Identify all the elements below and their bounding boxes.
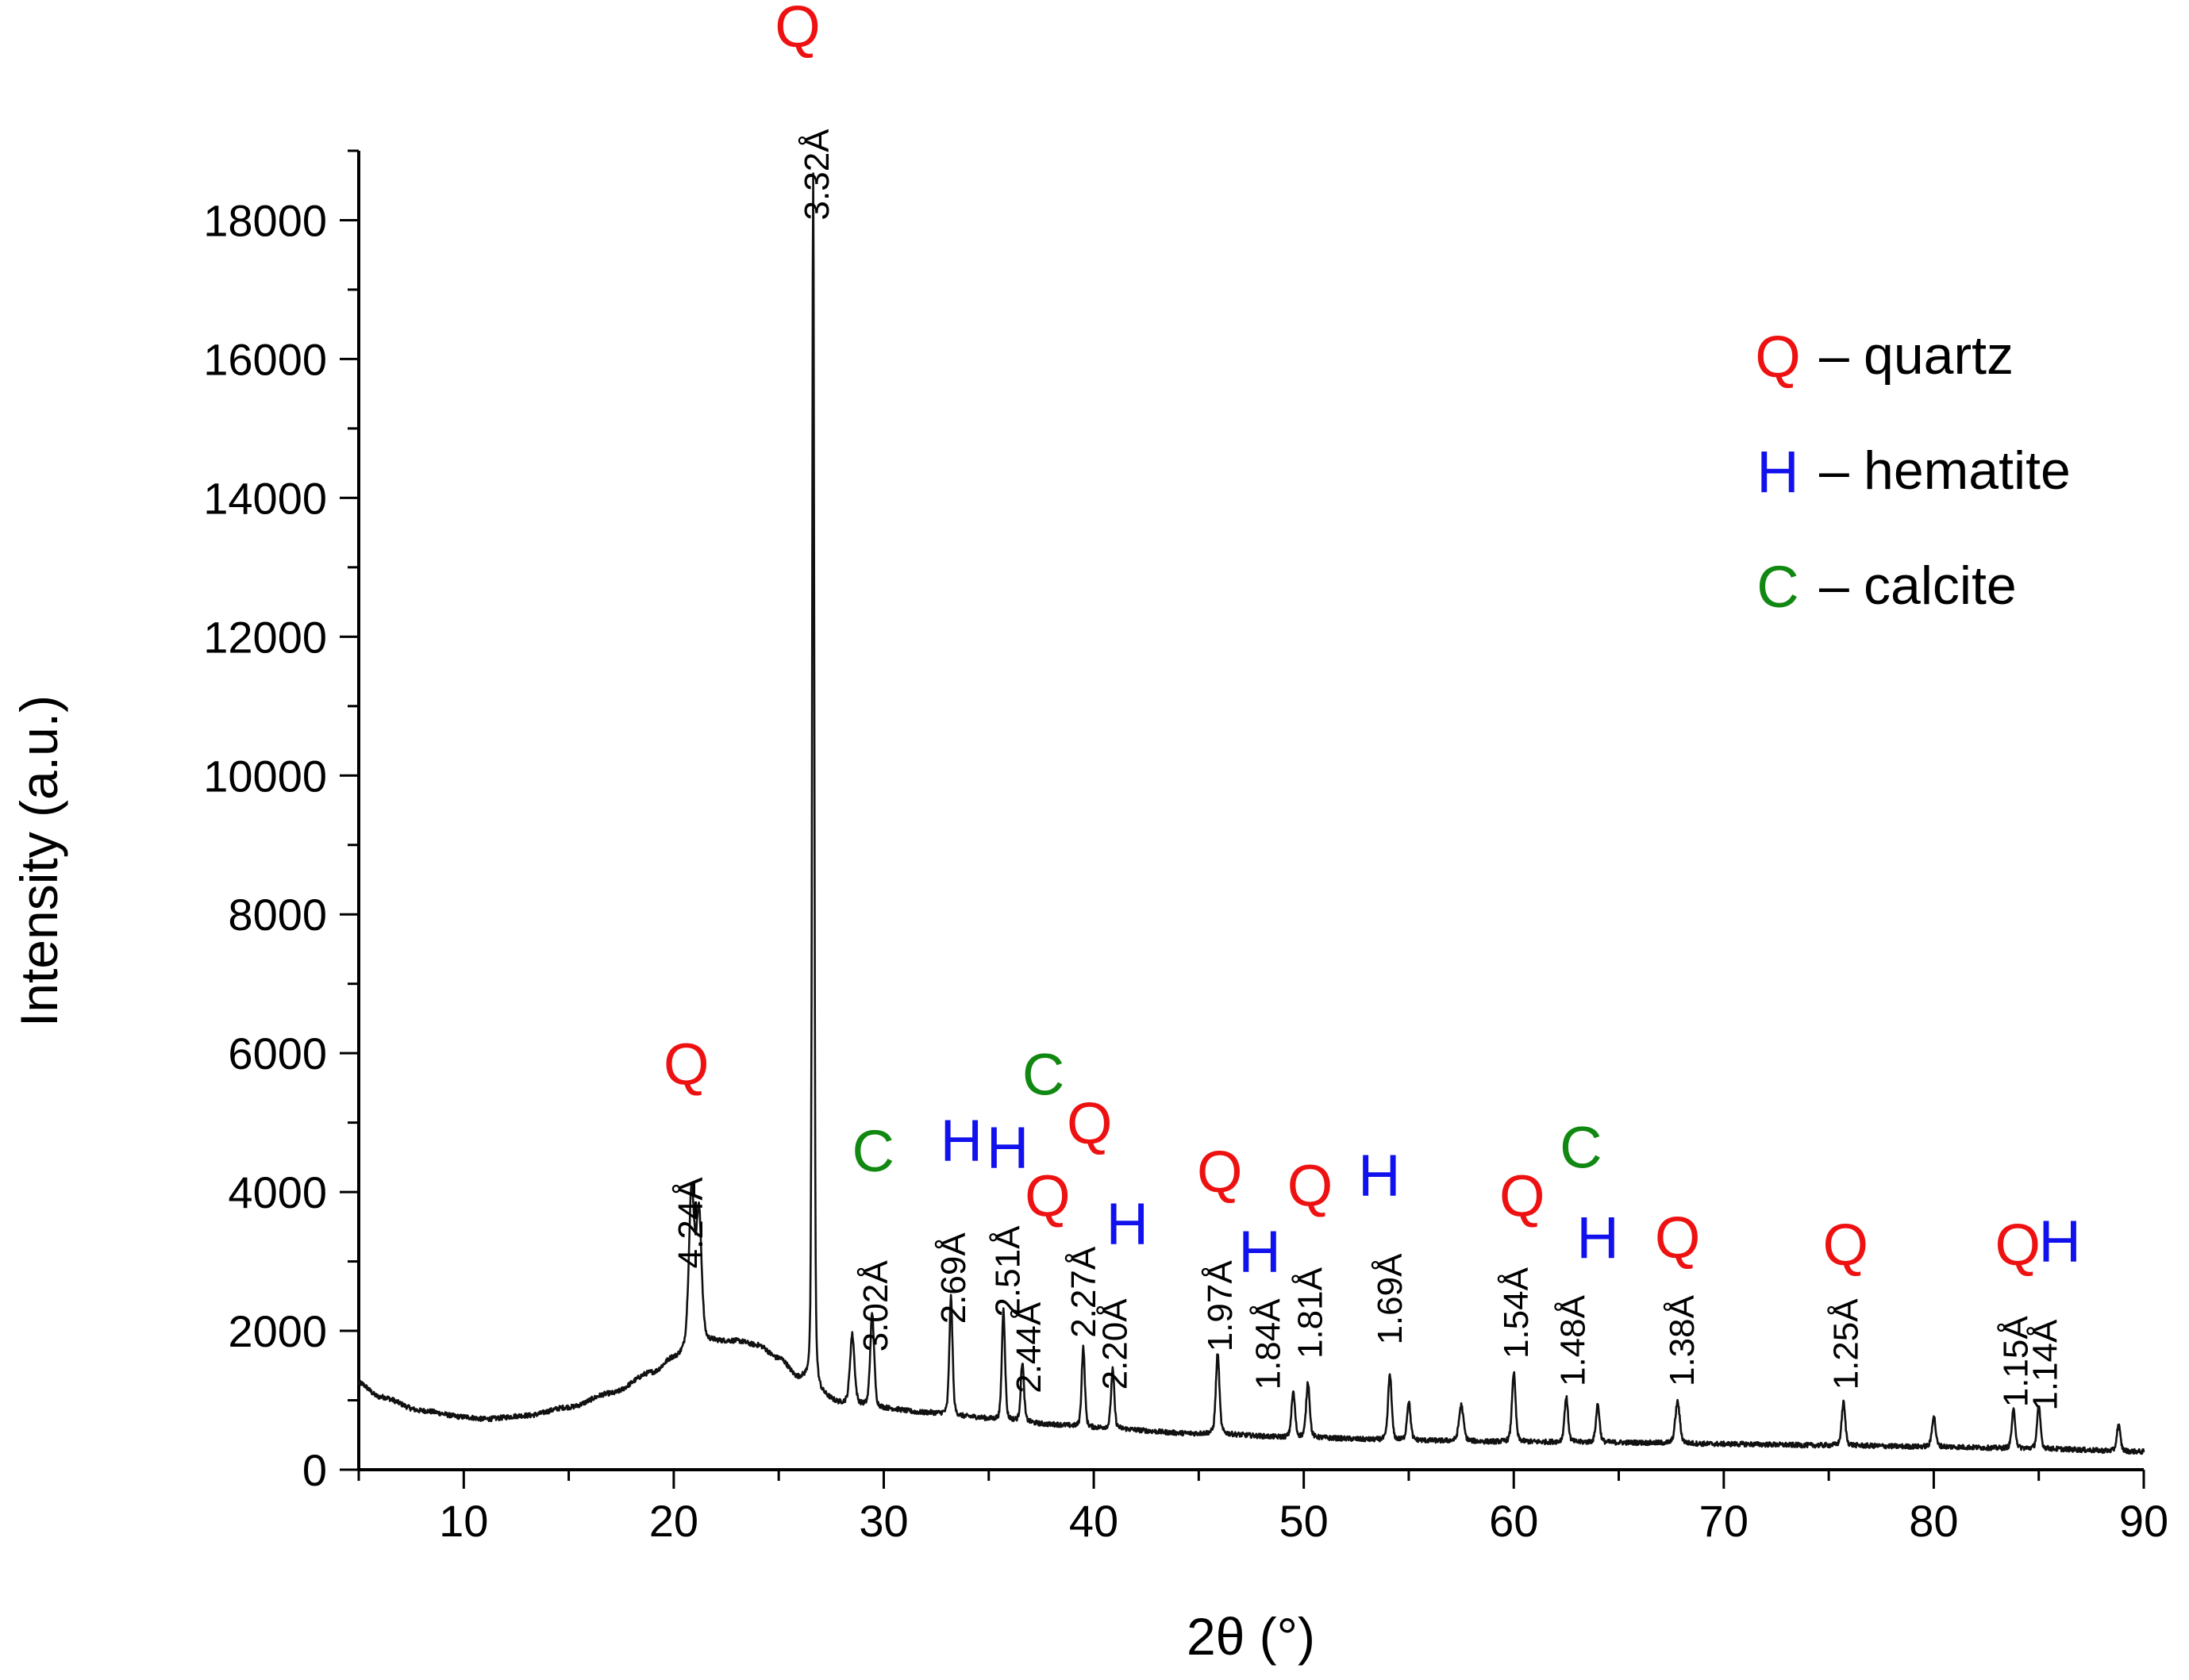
d-spacing-label: 2.69Å (934, 1232, 973, 1324)
d-spacing-label: 2.44Å (1010, 1301, 1048, 1394)
phase-marker-hematite: H (1358, 1142, 1400, 1208)
diffraction-pattern-line (357, 172, 2145, 1455)
d-spacing-label: 2.20Å (1096, 1298, 1135, 1390)
legend-label-hematite: hematite (1864, 440, 2071, 501)
d-spacing-label: 1.81Å (1291, 1267, 1330, 1359)
x-tick-label: 50 (1279, 1496, 1328, 1546)
y-tick-label: 12000 (203, 612, 327, 662)
phase-marker-quartz: Q (1025, 1163, 1071, 1229)
x-tick-label: 20 (649, 1496, 698, 1546)
d-spacing-label: 3.02Å (856, 1260, 895, 1352)
phase-marker-calcite: C (1022, 1042, 1064, 1108)
phase-marker-quartz: Q (664, 1032, 710, 1098)
x-tick-label: 10 (439, 1496, 488, 1546)
phase-marker-quartz: Q (1655, 1205, 1701, 1271)
y-tick-label: 4000 (228, 1167, 327, 1217)
d-spacing-label: 1.15Å (1997, 1316, 2036, 1408)
y-tick-label: 10000 (203, 751, 327, 801)
phase-marker-hematite: H (941, 1108, 983, 1174)
phase-marker-calcite: C (1560, 1114, 1602, 1180)
legend-dash: – (1819, 556, 1849, 616)
phase-marker-quartz: Q (1499, 1163, 1545, 1229)
axes (357, 151, 2144, 1471)
x-tick-label: 40 (1069, 1496, 1118, 1546)
legend-symbol-calcite: C (1756, 554, 1799, 620)
phase-marker-quartz: Q (1823, 1212, 1869, 1278)
y-tick-label: 18000 (203, 195, 327, 245)
d-spacing-label: 1.48Å (1553, 1294, 1592, 1386)
d-spacing-label: 1.54Å (1497, 1267, 1536, 1359)
y-axis-title: Intensity (a.u.) (10, 695, 68, 1027)
phase-marker-quartz: Q (1197, 1139, 1243, 1205)
phase-marker-hematite: H (1106, 1191, 1148, 1257)
series-group (357, 172, 2145, 1455)
phase-marker-calcite: C (852, 1118, 894, 1184)
d-spacing-label: 1.97Å (1201, 1260, 1240, 1352)
d-spacing-label: 2.27Å (1064, 1246, 1103, 1338)
d-spacing-label: 1.38Å (1663, 1294, 1702, 1386)
legend-dash: – (1819, 440, 1849, 501)
y-tick-label: 8000 (228, 890, 327, 940)
d-spacing-label: 1.14Å (2026, 1319, 2065, 1411)
d-spacing-label: 1.84Å (1249, 1298, 1288, 1390)
x-tick-label: 30 (859, 1496, 908, 1546)
phase-marker-quartz: Q (1067, 1090, 1113, 1156)
x-tick-label: 70 (1699, 1496, 1749, 1546)
d-spacing-label: 3.32Å (798, 129, 837, 221)
legend-symbol-hematite: H (1756, 439, 1799, 505)
phase-marker-hematite: H (1576, 1205, 1618, 1271)
y-tick-label: 16000 (203, 334, 327, 384)
phase-marker-quartz: Q (775, 0, 821, 60)
legend-label-calcite: calcite (1864, 556, 2017, 616)
d-spacing-label: 4.24Å (671, 1177, 710, 1269)
y-tick-label: 2000 (228, 1306, 327, 1356)
legend-label-quartz: quartz (1864, 325, 2014, 386)
d-spacing-label: 2.51Å (989, 1225, 1028, 1317)
y-tick-label: 0 (302, 1445, 327, 1495)
phase-marker-hematite: H (1238, 1219, 1280, 1285)
x-tick-label: 90 (2119, 1496, 2168, 1546)
phase-marker-quartz: Q (1287, 1153, 1333, 1219)
x-axis-title: 2θ (°) (1187, 1607, 1315, 1666)
d-spacing-label: 1.25Å (1826, 1298, 1865, 1390)
x-tick-label: 60 (1489, 1496, 1538, 1546)
legend-symbol-quartz: Q (1755, 324, 1801, 390)
x-tick-label: 80 (1909, 1496, 1958, 1546)
y-tick-label: 14000 (203, 473, 327, 523)
d-spacing-label: 1.69Å (1371, 1253, 1410, 1345)
phase-marker-hematite: H (2038, 1209, 2080, 1274)
legend-dash: – (1819, 325, 1849, 386)
phase-marker-quartz: Q (1995, 1212, 2041, 1278)
tick-group: 10 20 30 40 50 60 70 80 90 0 2000 4000 6000 8000 10000… (203, 149, 2168, 1546)
y-tick-label: 6000 (228, 1028, 327, 1078)
phase-marker-hematite: H (987, 1114, 1029, 1180)
